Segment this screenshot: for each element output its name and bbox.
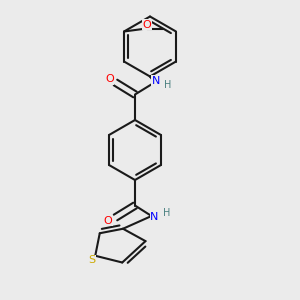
Text: O: O <box>103 215 112 226</box>
Text: N: N <box>152 76 160 86</box>
Text: H: H <box>163 208 170 218</box>
Text: H: H <box>164 80 172 91</box>
Text: S: S <box>89 255 96 265</box>
Text: O: O <box>143 20 152 30</box>
Text: N: N <box>150 212 159 223</box>
Text: O: O <box>105 74 114 85</box>
